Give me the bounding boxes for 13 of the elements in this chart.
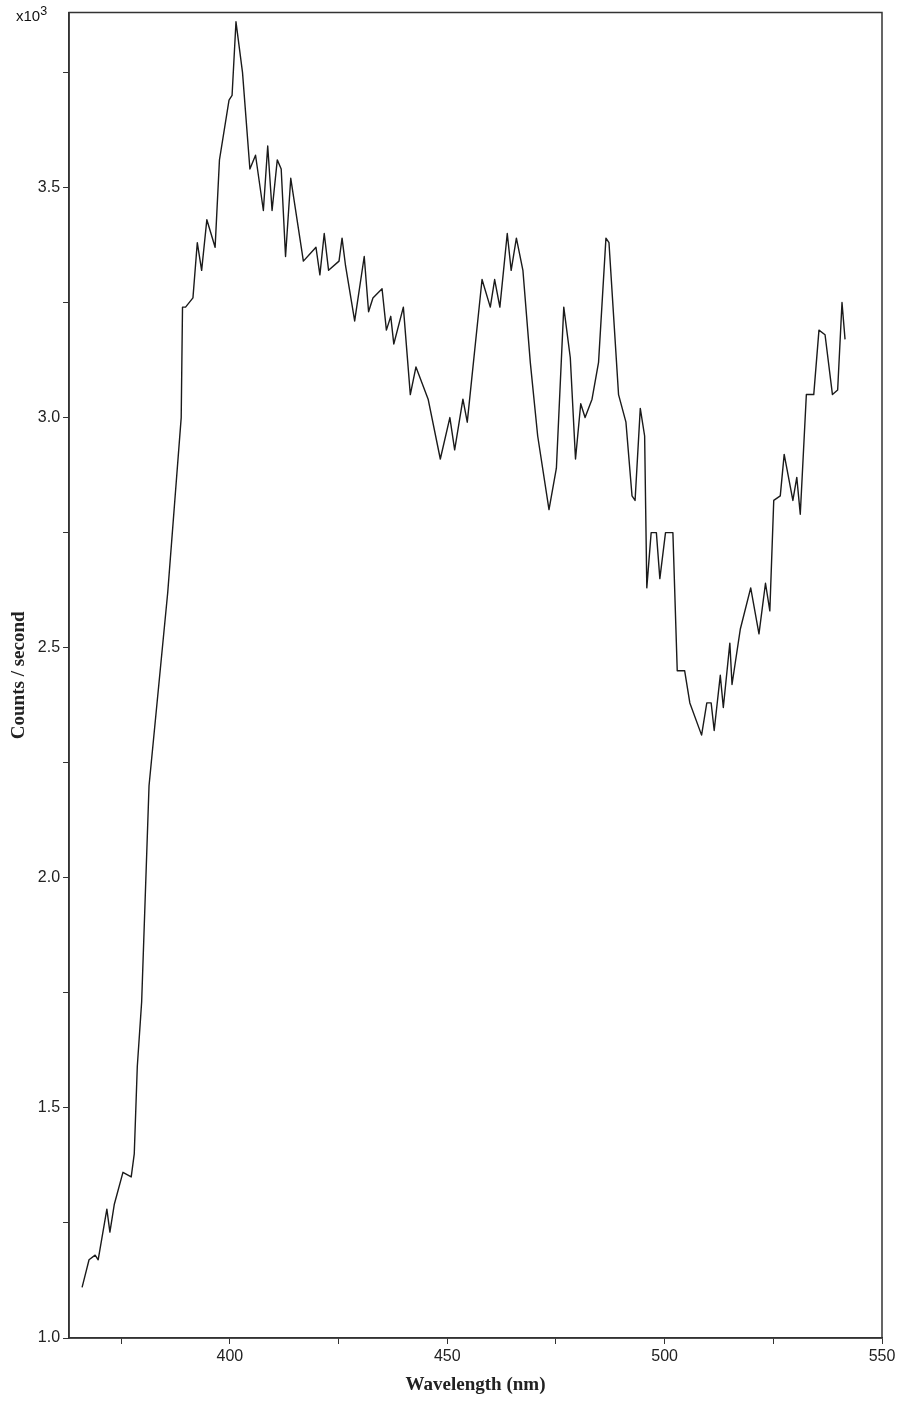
x-tick-label: 550 [868,1347,896,1365]
y-tick-label: 3.0 [37,407,61,425]
x-tick-label: 500 [651,1347,679,1365]
text: x10$^{3}$ [16,4,48,24]
y-tick-label: 3.5 [37,177,61,195]
x-axis-title: Wavelength (nm) [405,1372,546,1395]
x-tick-label: 400 [216,1347,244,1365]
y-tick-label: 2.5 [37,638,61,656]
y-tick-label: 1.0 [37,1328,61,1346]
x-tick-label: 450 [433,1347,461,1365]
y-tick-label: 1.5 [37,1098,61,1116]
y-tick-label: 2.0 [37,868,61,886]
y-axis-title: Counts / second [7,610,29,740]
